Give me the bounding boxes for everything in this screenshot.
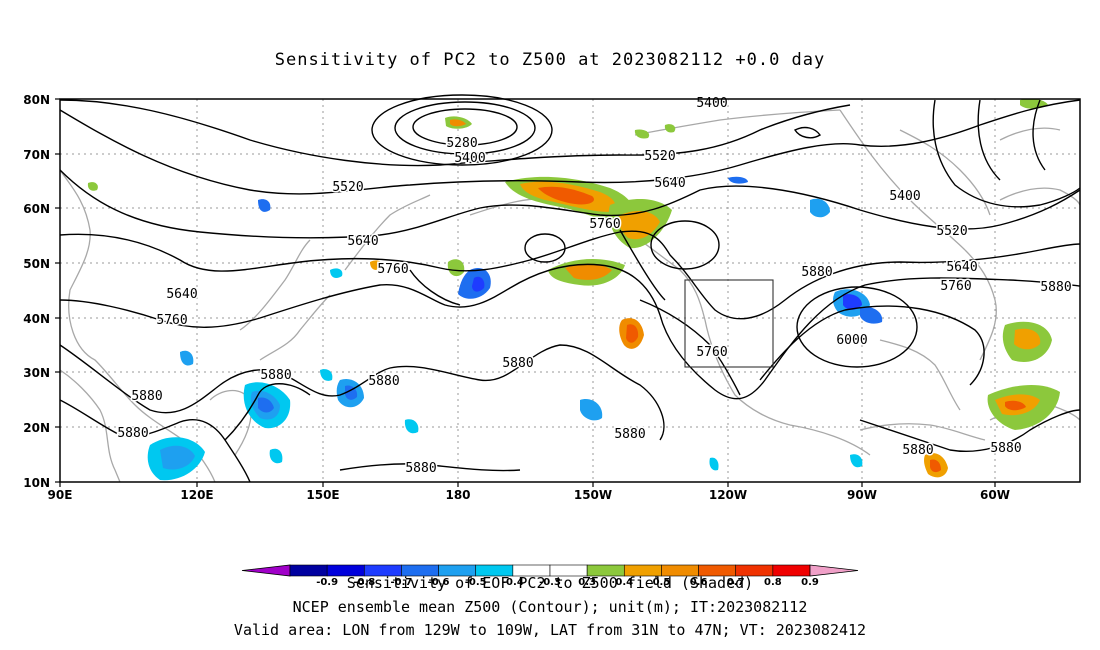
contour-label: 5520: [644, 149, 675, 164]
colorbar-label: -0.6: [428, 577, 450, 588]
axis-ticks: [55, 98, 996, 487]
lon-label: 90W: [847, 488, 877, 502]
contour-label: 5880: [502, 356, 533, 371]
colorbar-label: -0.5: [465, 577, 487, 588]
colorbar-label: 0.3: [578, 577, 596, 588]
contour-label: 5880: [801, 265, 832, 280]
contour-label: 5640: [347, 234, 378, 249]
lon-labels: 90E 120E 150E 180 150W 120W 90W 60W: [48, 488, 1010, 502]
contour-label: 5280: [446, 136, 477, 151]
lon-label: 180: [445, 488, 470, 502]
map-border: [59, 98, 1081, 483]
lat-label: 60N: [23, 202, 50, 216]
contour-label: 5640: [654, 176, 685, 191]
contour-label: 5640: [166, 287, 197, 302]
lon-label: 150E: [306, 488, 339, 502]
colorbar-label: -0.7: [390, 577, 412, 588]
contour-label: 5400: [889, 189, 920, 204]
lat-label: 20N: [23, 421, 50, 435]
contour-label: 5880: [990, 441, 1021, 456]
colorbar-label: 0.7: [727, 577, 745, 588]
map-area: [60, 99, 1080, 482]
contour-label: 5520: [936, 224, 967, 239]
contour-label: 5880: [368, 374, 399, 389]
contour-label: 5760: [940, 279, 971, 294]
contour-label: 5880: [405, 461, 436, 476]
caption-contour: NCEP ensemble mean Z500 (Contour); unit(…: [292, 598, 808, 616]
lat-labels: 80N 70N 60N 50N 40N 30N 20N 10N: [23, 93, 50, 490]
contour-label: 5400: [454, 151, 485, 166]
colorbar-high-arrow: [809, 564, 859, 577]
lat-label: 50N: [23, 257, 50, 271]
lon-label: 150W: [574, 488, 612, 502]
contour-label: 5880: [1040, 280, 1071, 295]
lat-label: 70N: [23, 148, 50, 162]
contour-label: 5520: [332, 180, 363, 195]
lon-label: 120W: [709, 488, 747, 502]
contour-label: 6000: [836, 333, 867, 348]
contour-label: 5640: [946, 260, 977, 275]
colorbar-label: 0.6: [690, 577, 708, 588]
lat-label: 10N: [23, 476, 50, 490]
lat-label: 80N: [23, 93, 50, 107]
contour-label: 5760: [377, 262, 408, 277]
contour-label: 5880: [117, 426, 148, 441]
contour-labels: 5400 5280 5400 5520 5520 5640 5760 5640 …: [116, 95, 1073, 478]
colorbar-label: -0.4: [502, 577, 524, 588]
colorbar-label: -0.8: [353, 577, 375, 588]
contour-label: 5760: [589, 217, 620, 232]
colorbar-label: -0.3: [539, 577, 561, 588]
colorbar-label: 0.9: [801, 577, 819, 588]
shaded-sensitivity: [87, 98, 1060, 481]
plot-title: Sensitivity of PC2 to Z500 at 2023082112…: [274, 50, 826, 70]
colorbar-label: 0.5: [653, 577, 671, 588]
contour-label: 5880: [902, 443, 933, 458]
colorbar-label: -0.9: [316, 577, 338, 588]
contour-label: 5880: [131, 389, 162, 404]
caption-valid-area: Valid area: LON from 129W to 109W, LAT f…: [233, 621, 867, 639]
colorbar: -0.9 -0.8 -0.7 -0.6 -0.5 -0.4 -0.3 0.3 0.4 0.5 0.6…: [241, 564, 859, 588]
z500-contours: [59, 94, 1081, 483]
lat-label: 30N: [23, 366, 50, 380]
lon-label: 90E: [48, 488, 73, 502]
contour-label: 5760: [156, 313, 187, 328]
colorbar-label: 0.4: [615, 577, 633, 588]
lat-label: 40N: [23, 312, 50, 326]
colorbar-label: 0.8: [764, 577, 782, 588]
valid-area-box: [684, 279, 774, 368]
lon-label: 120E: [180, 488, 213, 502]
contour-label: 5880: [260, 368, 291, 383]
caption-shading: Sensitivity of EOF PC2 to Z500 field (Sh…: [346, 574, 754, 592]
lon-label: 60W: [980, 488, 1010, 502]
contour-label: 5880: [614, 427, 645, 442]
contour-label: 5760: [696, 345, 727, 360]
